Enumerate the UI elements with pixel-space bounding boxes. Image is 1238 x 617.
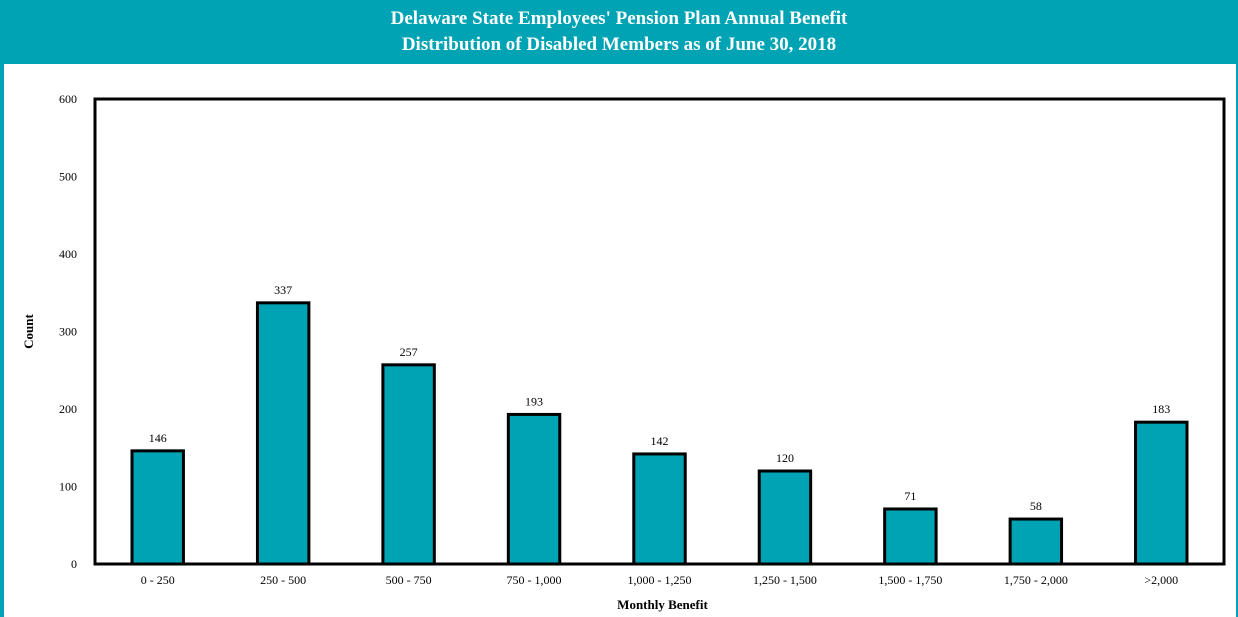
bar	[1008, 517, 1064, 566]
x-tick-label: 250 - 500	[260, 573, 306, 587]
bar-value-label: 58	[1030, 499, 1042, 513]
chart-title-line-1: Delaware State Employees' Pension Plan A…	[390, 8, 848, 29]
y-tick-label: 500	[59, 170, 77, 184]
y-axis-ticks: 0 100 200 300 400 500 600	[59, 92, 77, 571]
bar-value-label: 146	[149, 431, 167, 445]
x-tick-label: 500 - 750	[386, 573, 432, 587]
bar-series	[130, 301, 1189, 566]
bar	[506, 412, 562, 566]
data-labels: 146 337 257 193 142 120 71 58 183	[149, 283, 1171, 513]
x-axis-ticks: 0 - 250 250 - 500 500 - 750 750 - 1,000 1,00…	[141, 573, 1178, 587]
bar-value-label: 120	[776, 451, 794, 465]
bar-chart: 0 100 200 300 400 500 600 146 337 257 193 142 120 71…	[21, 92, 1226, 612]
x-tick-label: 1,250 - 1,500	[753, 573, 817, 587]
y-axis-title: Count	[21, 313, 36, 348]
bar-value-label: 193	[525, 394, 543, 408]
bar-value-label: 183	[1152, 402, 1170, 416]
bar	[1134, 420, 1189, 566]
y-tick-label: 100	[59, 480, 77, 494]
x-tick-label: 0 - 250	[141, 573, 175, 587]
bar-value-label: 337	[274, 283, 292, 297]
x-axis-title: Monthly Benefit	[617, 597, 708, 612]
x-tick-label: 750 - 1,000	[507, 573, 562, 587]
x-tick-label: >2,000	[1144, 573, 1178, 587]
frame-border-right	[1236, 64, 1238, 617]
y-tick-label: 600	[59, 92, 77, 106]
bar-value-label: 142	[651, 434, 669, 448]
plot-area-frame	[93, 97, 1226, 566]
bar	[632, 452, 687, 566]
bar-value-label: 257	[400, 345, 418, 359]
chart-title-line-2: Distribution of Disabled Members as of J…	[401, 34, 837, 55]
bar	[130, 449, 185, 566]
y-tick-label: 200	[59, 402, 77, 416]
x-tick-label: 1,750 - 2,000	[1004, 573, 1068, 587]
bar	[255, 301, 311, 566]
y-tick-label: 0	[71, 557, 77, 571]
bar	[757, 469, 813, 566]
x-tick-label: 1,000 - 1,250	[628, 573, 692, 587]
y-tick-label: 400	[59, 247, 77, 261]
y-tick-label: 300	[59, 325, 77, 339]
x-tick-label: 1,500 - 1,750	[878, 573, 942, 587]
bar	[381, 363, 436, 566]
bar-value-label: 71	[904, 489, 916, 503]
chart-header: Delaware State Employees' Pension Plan A…	[0, 0, 1238, 64]
frame-border-left	[0, 64, 4, 617]
bar	[883, 507, 938, 566]
